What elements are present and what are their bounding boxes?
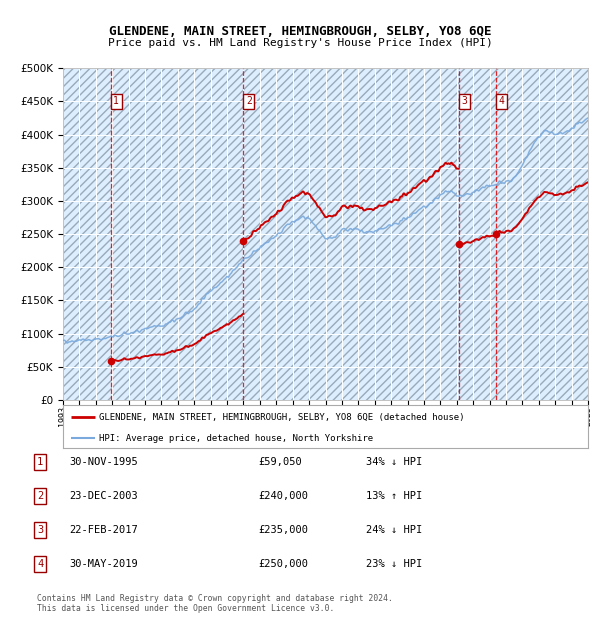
Text: GLENDENE, MAIN STREET, HEMINGBROUGH, SELBY, YO8 6QE (detached house): GLENDENE, MAIN STREET, HEMINGBROUGH, SEL… [98, 413, 464, 422]
Text: 3: 3 [37, 525, 43, 535]
Text: 13% ↑ HPI: 13% ↑ HPI [366, 491, 422, 501]
Text: Price paid vs. HM Land Registry's House Price Index (HPI): Price paid vs. HM Land Registry's House … [107, 38, 493, 48]
Text: 2: 2 [246, 96, 252, 107]
Text: 30-NOV-1995: 30-NOV-1995 [69, 457, 138, 467]
Text: Contains HM Land Registry data © Crown copyright and database right 2024.
This d: Contains HM Land Registry data © Crown c… [37, 594, 393, 613]
Text: 3: 3 [461, 96, 467, 107]
Text: 24% ↓ HPI: 24% ↓ HPI [366, 525, 422, 535]
Text: 4: 4 [499, 96, 505, 107]
Text: HPI: Average price, detached house, North Yorkshire: HPI: Average price, detached house, Nort… [98, 434, 373, 443]
Text: GLENDENE, MAIN STREET, HEMINGBROUGH, SELBY, YO8 6QE: GLENDENE, MAIN STREET, HEMINGBROUGH, SEL… [109, 25, 491, 38]
Text: £59,050: £59,050 [258, 457, 302, 467]
Text: £250,000: £250,000 [258, 559, 308, 569]
Text: 1: 1 [37, 457, 43, 467]
Text: 22-FEB-2017: 22-FEB-2017 [69, 525, 138, 535]
Text: 23-DEC-2003: 23-DEC-2003 [69, 491, 138, 501]
Text: £240,000: £240,000 [258, 491, 308, 501]
Text: 30-MAY-2019: 30-MAY-2019 [69, 559, 138, 569]
Text: 34% ↓ HPI: 34% ↓ HPI [366, 457, 422, 467]
Text: 1: 1 [113, 96, 119, 107]
Text: 4: 4 [37, 559, 43, 569]
Text: £235,000: £235,000 [258, 525, 308, 535]
Text: 2: 2 [37, 491, 43, 501]
Text: 23% ↓ HPI: 23% ↓ HPI [366, 559, 422, 569]
